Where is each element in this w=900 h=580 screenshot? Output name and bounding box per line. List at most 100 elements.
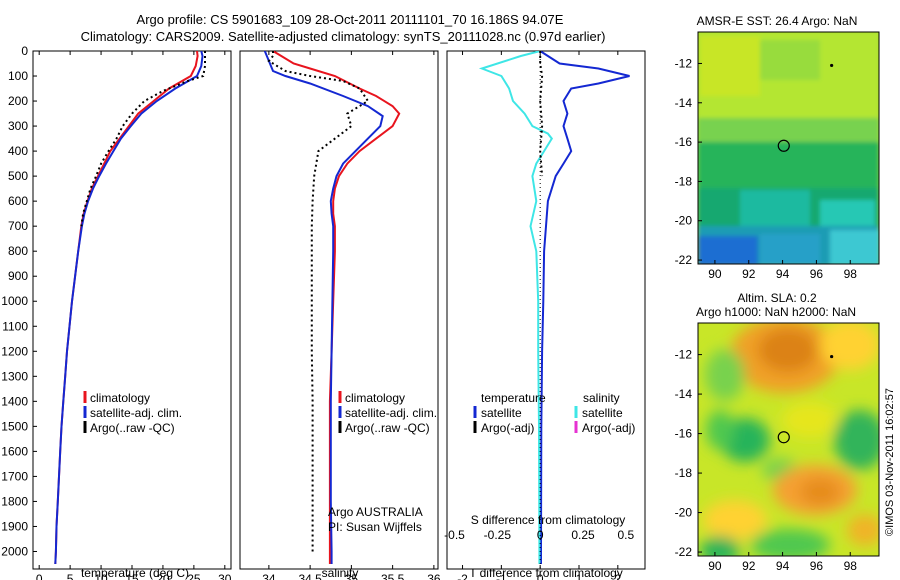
y-tick-label: 1800 [1, 494, 28, 508]
figure-title-line1: Argo profile: CS 5901683_109 28-Oct-2011… [137, 12, 564, 27]
y-tick-label: 1000 [1, 294, 28, 308]
s-difference-tick-label: -0.5 [444, 528, 465, 542]
sla-map-title-line2: Argo h1000: NaN h2000: NaN [696, 305, 856, 319]
salinity-panel: 34 34.5 35 35.5 36 salinity climatology sate… [239, 50, 441, 580]
s-difference-tick-label: 0 [537, 528, 544, 542]
x-tick-label: 0 [36, 572, 43, 580]
x-tick-label: 15 [125, 572, 139, 580]
temperature-legend: climatology satellite-adj. clim. Argo(..… [83, 391, 182, 435]
y-tick-label: 1100 [2, 319, 28, 333]
legend-climatology: climatology [345, 391, 405, 405]
x-tick-label: 36 [427, 572, 441, 580]
map-x-tick-label: 94 [776, 559, 790, 573]
y-tick-label: 800 [8, 244, 28, 258]
x-tick-label: 30 [218, 572, 232, 580]
temperature-axis-ticks: 0 5 10 15 20 25 30 [36, 51, 232, 580]
sla-heatmap [698, 323, 879, 556]
argo-position-marker [777, 431, 790, 444]
x-tick-label: 35 [345, 572, 359, 580]
sla-map-frame [697, 322, 880, 557]
series-line-s-satellite [478, 51, 554, 564]
argo-program-annotation: Argo AUSTRALIA [328, 505, 423, 519]
map-y-tick-label: -12 [675, 56, 693, 70]
x-tick-label: -2 [457, 572, 468, 580]
difference-profiles [478, 51, 630, 569]
map-y-tick-label: -16 [675, 135, 693, 149]
map-y-tick-label: -12 [675, 348, 693, 362]
y-tick-label: 1700 [1, 469, 28, 483]
y-tick-label: 500 [8, 169, 28, 183]
map-x-tick-label: 94 [776, 267, 790, 281]
y-tick-label: 600 [8, 194, 28, 208]
t-difference-axis-ticks: -2 -1 0 1 2 [457, 51, 621, 580]
temperature-panel: 0100200300400500600700800900100011001200… [1, 44, 232, 580]
legend-s-satellite: satellite [582, 406, 623, 420]
sla-map-panel: Altim. SLA: 0.2 Argo h1000: NaN h2000: N… [675, 291, 880, 573]
map-y-tick-label: -14 [675, 387, 693, 401]
s-difference-tick-label: 0.5 [617, 528, 634, 542]
x-tick-label: 34 [262, 572, 276, 580]
map-y-tick-label: -22 [675, 253, 693, 267]
x-tick-label: 20 [156, 572, 170, 580]
s-difference-tick-label: 0.25 [571, 528, 595, 542]
x-tick-label: 2 [614, 572, 621, 580]
sst-map-frame [697, 31, 880, 265]
map-y-tick-label: -14 [675, 96, 693, 110]
difference-legend: temperature salinity satellite Argo(-adj… [473, 391, 635, 435]
figure-title-line2: Climatology: CARS2009. Satellite-adjuste… [81, 29, 606, 44]
legend-t-satellite: satellite [481, 406, 522, 420]
map-y-tick-label: -16 [675, 427, 693, 441]
y-tick-label: 1300 [1, 369, 28, 383]
legend-climatology: climatology [90, 391, 150, 405]
legend-argo: Argo(..raw -QC) [345, 421, 430, 435]
y-tick-label: 400 [8, 144, 28, 158]
sst-heatmap [698, 32, 879, 264]
map-x-tick-label: 90 [708, 559, 722, 573]
y-tick-label: 0 [21, 44, 28, 58]
map-x-tick-label: 96 [810, 267, 824, 281]
y-tick-label: 1900 [1, 519, 28, 533]
legend-heading-temperature: temperature [481, 391, 546, 405]
x-tick-label: 25 [187, 572, 201, 580]
map-x-tick-label: 92 [742, 559, 756, 573]
map-x-tick-label: 96 [810, 559, 824, 573]
map-x-tick-label: 92 [742, 267, 756, 281]
imos-timestamp: ©IMOS 03-Nov-2011 16:02:57 [884, 388, 896, 536]
sla-map-axis-ticks: 90 92 94 96 98 -12 -14 -16 -18 -20 -22 [675, 348, 858, 573]
legend-satellite: satellite-adj. clim. [90, 406, 182, 420]
argo-position-marker [777, 139, 790, 152]
legend-satellite: satellite-adj. clim. [345, 406, 437, 420]
argo-track-point [830, 63, 834, 68]
s-difference-tick-label: -0.25 [484, 528, 512, 542]
salinity-plot-frame [239, 50, 439, 570]
legend-t-argo: Argo(-adj) [481, 421, 534, 435]
x-tick-label: 35.5 [381, 572, 405, 580]
map-y-tick-label: -20 [675, 214, 693, 228]
depth-axis-ticks: 0 100 200 300 400 500 600 700 800 900 1000 1100 1200… [1, 44, 37, 558]
map-x-tick-label: 98 [844, 559, 858, 573]
series-line-t-satellite [539, 51, 630, 564]
difference-plot-frame [446, 50, 646, 570]
salinity-axis-label: salinity [322, 566, 359, 580]
salinity-legend: climatology satellite-adj. clim. Argo(..… [338, 391, 437, 435]
temperature-axis-label: temperature (deg C) [81, 566, 189, 580]
y-tick-label: 100 [8, 69, 28, 83]
map-x-tick-label: 90 [708, 267, 722, 281]
map-y-tick-label: -18 [675, 466, 693, 480]
salinity-axis-ticks: 34 34.5 35 35.5 36 [262, 51, 441, 580]
y-tick-label: 1500 [1, 419, 28, 433]
sst-map-panel: AMSR-E SST: 26.4 Argo: NaN 90 92 94 96 98 -12… [675, 14, 880, 281]
pi-annotation: PI: Susan Wijffels [328, 520, 422, 534]
sst-map-axis-ticks: 90 92 94 96 98 -12 -14 -16 -18 -20 -22 [675, 56, 858, 281]
map-x-tick-label: 98 [844, 267, 858, 281]
map-y-tick-label: -18 [675, 174, 693, 188]
x-tick-label: 0 [537, 572, 544, 580]
y-tick-label: 200 [8, 94, 28, 108]
sla-map-title-line1: Altim. SLA: 0.2 [737, 291, 817, 305]
salinity-profiles [263, 51, 401, 564]
argo-track-point [830, 354, 834, 359]
t-difference-axis-label: T difference from climatology [469, 566, 623, 580]
s-difference-axis-label: S difference from climatology [471, 513, 626, 527]
sst-map-title: AMSR-E SST: 26.4 Argo: NaN [697, 14, 858, 28]
